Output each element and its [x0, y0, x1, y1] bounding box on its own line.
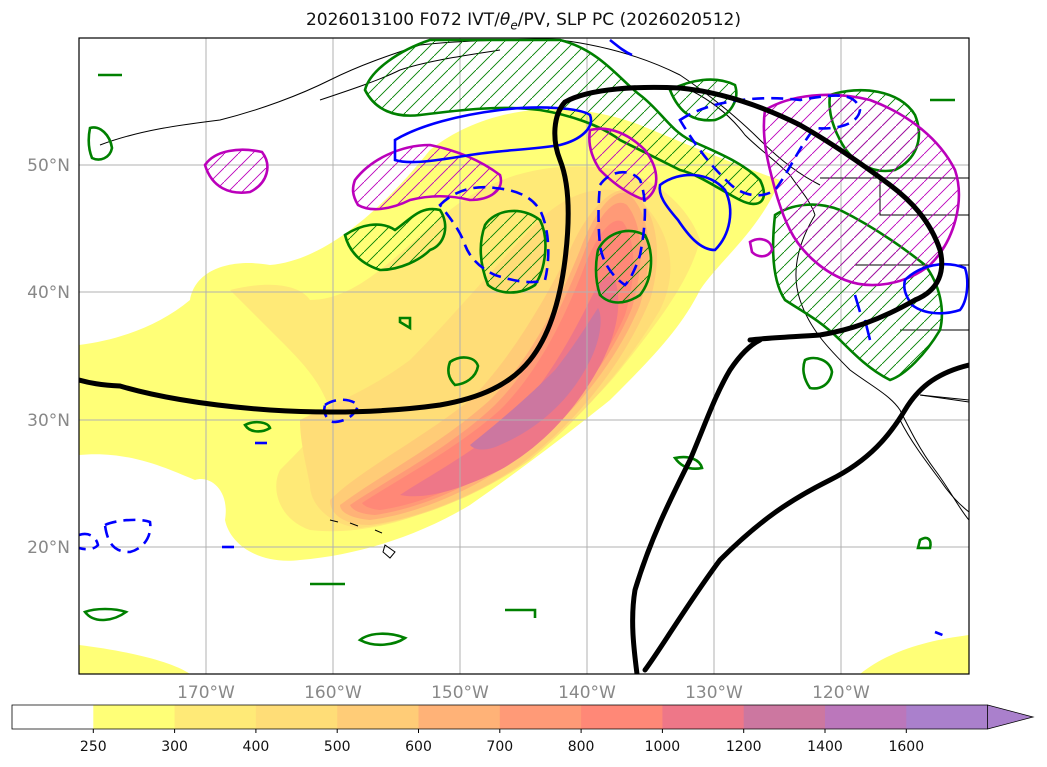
- pv-small-8: [357, 632, 408, 647]
- colorbar-bin: [337, 705, 419, 729]
- colorbar-tick-label: 1600: [888, 739, 924, 755]
- pv-region-west: [343, 207, 447, 272]
- lon-label-140w: 140°W: [558, 683, 616, 703]
- lon-label-160w: 160°W: [304, 683, 362, 703]
- theta-pc-small-1: [203, 148, 269, 194]
- slp-contour-main: [79, 84, 945, 415]
- lat-label-30n: 30°N: [27, 411, 70, 431]
- ivt-1000-region: [400, 276, 619, 497]
- colorbar-tick-label: 700: [486, 739, 513, 755]
- theta-dashed-4: [322, 398, 360, 424]
- colorbar-bin: [743, 705, 826, 729]
- theta-contours: [79, 38, 969, 638]
- ivt-shading: [79, 109, 969, 674]
- pv-small-9: [505, 608, 537, 618]
- theta-pc-east: [762, 93, 961, 287]
- colorbar-tick-label: 600: [405, 739, 432, 755]
- lat-labels: 50°N 40°N 30°N 20°N: [27, 156, 70, 558]
- theta-dashed-5: [103, 518, 152, 554]
- plot-frame: [78, 37, 970, 675]
- pv-small-5: [243, 420, 272, 433]
- colorbar-tick-label: 300: [161, 739, 188, 755]
- theta-solid-north: [393, 106, 593, 164]
- colorbar-tick-label: 800: [568, 739, 595, 755]
- colorbar-tick-label: 1200: [726, 739, 762, 755]
- pv-small-2: [447, 356, 480, 387]
- pv-region-north: [363, 38, 766, 206]
- theta-solid-north2: [609, 38, 633, 57]
- pv-small-3: [802, 356, 834, 390]
- colorbar-bin: [93, 705, 176, 729]
- lat-label-50n: 50°N: [27, 156, 70, 176]
- plot-area: [79, 38, 969, 674]
- colorbar-bin: [418, 705, 501, 729]
- theta-dashed-1: [438, 185, 550, 284]
- ivt-250-south: [79, 645, 190, 674]
- ivt-250-southeast: [860, 635, 969, 674]
- pv-small-1: [87, 126, 114, 161]
- lon-labels: 170°W 160°W 150°W 140°W 130°W 120°W: [177, 683, 870, 703]
- ivt-1200-region: [470, 308, 601, 450]
- colorbar-tick-label: 1400: [807, 739, 843, 755]
- lon-label-170w: 170°W: [177, 683, 235, 703]
- ivt-600-region: [340, 192, 649, 521]
- lon-label-150w: 150°W: [431, 683, 489, 703]
- theta-pc-west: [351, 143, 503, 211]
- colorbar-bin: [255, 705, 338, 729]
- pv-small-10: [82, 607, 129, 622]
- colorbar-bin: [499, 705, 582, 729]
- colorbar-extend-arrow: [987, 704, 1035, 730]
- theta-dashed-6: [79, 532, 100, 551]
- border-mexico: [919, 394, 969, 403]
- theta-dashed-3: [678, 94, 862, 197]
- pv-small-4: [398, 316, 412, 331]
- colorbar: 250 300 400 500 600 700 800 1000 1200 1400 1600: [11, 704, 1035, 755]
- colorbar-tick-label: 400: [243, 739, 270, 755]
- slp-contours: [79, 84, 969, 674]
- colorbar-tick-label: 250: [80, 739, 107, 755]
- theta-dashed-2: [597, 171, 647, 287]
- pv-region-mid: [594, 229, 653, 304]
- slp-contour-southeast: [642, 362, 969, 673]
- pv-small-13: [916, 536, 932, 550]
- baja-coast: [899, 419, 969, 513]
- colorbar-tick-label: 500: [324, 739, 351, 755]
- chart-title: 2026013100 F072 IVT/θe/PV, SLP PC (20260…: [305, 10, 742, 33]
- pv-region-center: [479, 209, 547, 294]
- pv-small-6: [672, 455, 704, 470]
- theta-pc-small-2: [748, 237, 774, 258]
- colorbar-bin: [12, 705, 94, 729]
- slp-contour-south: [630, 337, 763, 674]
- colorbar-bin: [174, 705, 257, 729]
- theta-dashed-9: [934, 630, 946, 638]
- lat-label-20n: 20°N: [27, 538, 70, 558]
- hawaii-islands: [329, 519, 396, 559]
- theta-solid-mid: [658, 173, 732, 252]
- colorbar-tick-label: 1000: [645, 739, 681, 755]
- colorbar-bin: [662, 705, 745, 729]
- lon-label-130w: 130°W: [685, 683, 743, 703]
- colorbar-bin: [825, 705, 907, 729]
- lat-label-40n: 40°N: [27, 283, 70, 303]
- colorbar-bin: [581, 705, 663, 729]
- colorbar-bin: [906, 705, 989, 729]
- lon-label-120w: 120°W: [812, 683, 870, 703]
- theta-pc-contours: [203, 93, 961, 287]
